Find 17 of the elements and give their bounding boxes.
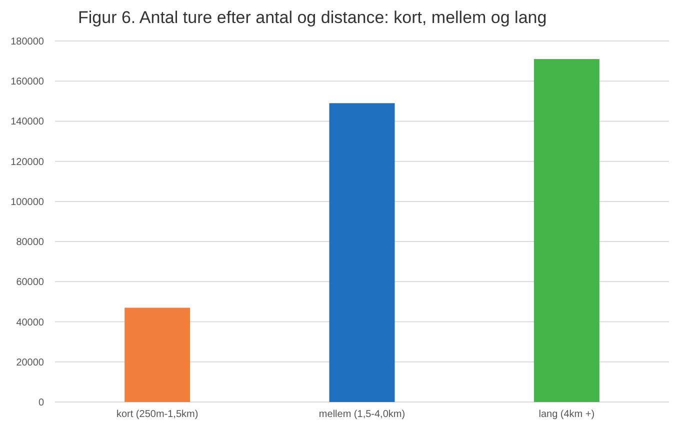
chart-title: Figur 6. Antal ture efter antal og distance: kort, mellem og lang [78, 8, 547, 27]
x-tick-label: mellem (1,5-4,0km) [318, 409, 406, 420]
bar [534, 59, 600, 402]
y-tick-label: 80000 [16, 237, 44, 248]
y-tick-label: 160000 [10, 76, 44, 88]
y-tick-label: 40000 [16, 317, 44, 328]
x-tick-label: lang (4km +) [538, 409, 595, 420]
y-tick-label: 0 [38, 398, 44, 408]
y-tick-label: 20000 [16, 357, 44, 368]
y-tick-label: 100000 [10, 196, 44, 208]
y-tick-label: 120000 [10, 156, 44, 168]
bar [329, 103, 395, 402]
y-tick-label: 140000 [10, 116, 44, 128]
bar [124, 308, 190, 402]
x-tick-label: kort (250m-1,5km) [116, 409, 198, 420]
y-tick-label: 180000 [10, 36, 44, 48]
y-tick-label: 60000 [16, 277, 44, 288]
